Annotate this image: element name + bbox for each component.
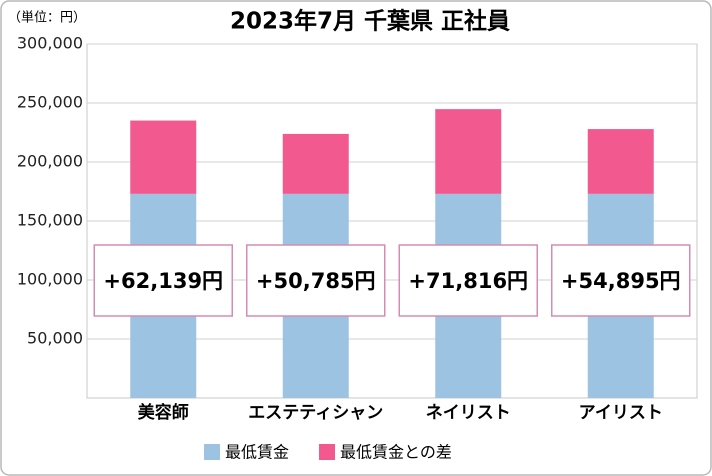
legend-label: 最低賃金 [225,443,289,462]
y-tick-label: 50,000 [27,329,83,348]
x-tick-label: エステティシャン [248,403,383,423]
value-label: +62,139円 [103,269,223,293]
chart-title: 2023年7月 千葉県 正社員 [230,8,510,35]
x-tick-label: 美容師 [138,402,189,423]
legend-swatch [319,444,336,460]
y-tick-label: 300,000 [17,34,83,53]
value-label: +50,785円 [256,269,376,293]
value-label-box [398,244,538,317]
y-tick-label: 200,000 [17,152,83,171]
unit-label: （単位：円） [8,10,86,26]
bar-segment [282,133,349,194]
bar-segment [130,120,197,194]
bar-segment [587,129,654,194]
value-label: +54,895円 [561,269,681,293]
legend-label: 最低賃金との差 [340,443,452,462]
bar-segment [435,109,502,194]
value-label-box [246,244,386,317]
legend-swatch [204,444,220,460]
value-label-box [93,244,233,317]
y-tick-label: 150,000 [17,211,83,230]
x-tick-label: アイリスト [579,403,663,423]
value-label: +71,816円 [408,269,528,293]
x-tick-label: ネイリスト [426,403,511,423]
y-tick-label: 100,000 [17,270,83,289]
y-tick-label: 250,000 [17,93,83,112]
value-label-box [551,244,691,317]
